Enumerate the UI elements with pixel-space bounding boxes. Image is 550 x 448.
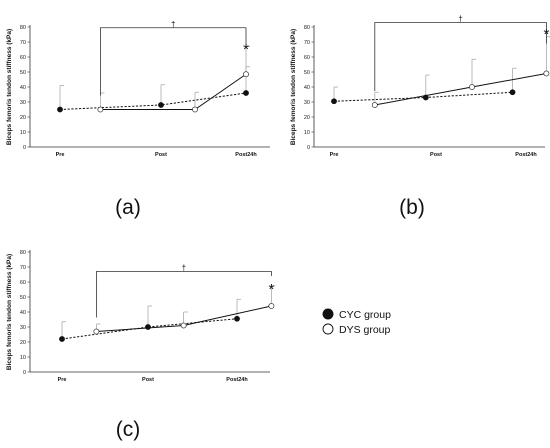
y-tick-label: 60 [304,55,310,61]
data-point-dys [243,71,249,78]
y-tick-label: 20 [20,340,26,346]
series-line-cyc [59,92,247,110]
x-tick-label: Post [155,152,167,158]
y-tick-label: 0 [307,145,310,151]
panel-a: 0 10 20 30 40 50 60 70 80 Pre Post Post24h Biceps fe… [6,20,270,219]
panel-b: 0 10 20 30 40 50 60 70 80 Pre Post Post24h Biceps fe… [290,15,550,219]
significance-asterisk: * [243,41,249,58]
data-point-cyc [59,336,65,342]
data-point-dys [543,70,550,77]
x-tick-label: Post [142,377,154,383]
y-tick-label: 10 [20,130,26,136]
data-point-dys [469,84,475,90]
data-point-dys [371,102,378,108]
significance-dagger: † [182,264,186,273]
y-tick-label: 0 [23,370,26,376]
significance-dagger: † [458,15,462,24]
x-tick-label: Post24h [226,377,248,383]
data-point-cyc [509,89,516,96]
y-tick-label: 10 [20,355,26,361]
y-tick-label: 40 [304,85,310,91]
x-tick-label: Pre [58,377,67,383]
legend-label-dys: DYS group [339,324,391,336]
y-tick-label: 40 [20,85,26,91]
data-point-cyc [234,315,240,322]
legend-label-cyc: CYC group [339,309,391,321]
y-tick-label: 40 [20,310,26,316]
data-point-cyc [158,102,164,108]
y-axis-title: Biceps femoris tendon stiffness (kPa) [290,29,297,145]
y-tick-label: 60 [20,55,26,61]
y-tick-label: 10 [304,130,310,136]
y-tick-label: 20 [304,115,310,121]
data-point-cyc [331,98,337,105]
y-tick-label: 50 [20,70,26,76]
significance-bracket [374,22,547,91]
y-tick-label: 50 [20,295,26,301]
data-point-dys [93,328,100,335]
panel-label: (b) [399,196,425,219]
y-tick-label: 30 [20,325,26,331]
significance-bracket [96,271,272,318]
data-point-dys [268,303,275,309]
y-tick-label: 80 [20,250,26,256]
significance-asterisk: * [543,26,549,43]
series-line-dys [374,73,547,106]
series-line-cyc [61,318,238,340]
legend: CYC group DYS group [322,308,391,336]
data-point-dys [97,106,104,113]
y-tick-label: 80 [20,25,26,31]
legend-marker-dys [322,323,334,335]
data-point-dys [192,106,198,113]
data-point-dys [180,322,187,329]
y-tick-label: 80 [304,25,310,31]
x-tick-label: Pre [56,152,65,158]
significance-bracket [100,27,247,96]
y-tick-label: 70 [20,40,26,46]
y-axis-title: Biceps femoris tendon stiffness (kPa) [6,254,13,370]
y-tick-label: 30 [304,100,310,106]
data-point-cyc [57,106,63,113]
x-tick-label: Post24h [235,152,257,158]
panel-c: 0 10 20 30 40 50 60 70 80 Pre Post Post24h Biceps fe… [6,250,276,441]
significance-dagger: † [171,20,175,29]
significance-asterisk: * [268,281,274,298]
x-tick-label: Post [430,152,442,158]
x-tick-label: Pre [330,152,339,158]
y-tick-label: 70 [20,265,26,271]
series-line-dys [100,73,247,110]
y-tick-label: 70 [304,40,310,46]
data-point-cyc [145,324,151,330]
data-point-cyc [243,90,249,96]
y-tick-label: 20 [20,115,26,121]
panel-label: (a) [115,196,141,219]
legend-marker-cyc [322,308,334,320]
y-tick-label: 60 [20,280,26,286]
y-axis-title: Biceps femoris tendon stiffness (kPa) [6,29,13,145]
y-tick-label: 0 [23,145,26,151]
y-tick-label: 30 [20,100,26,106]
y-tick-label: 50 [304,70,310,76]
x-tick-label: Post24h [515,152,537,158]
panel-label: (c) [116,418,141,441]
